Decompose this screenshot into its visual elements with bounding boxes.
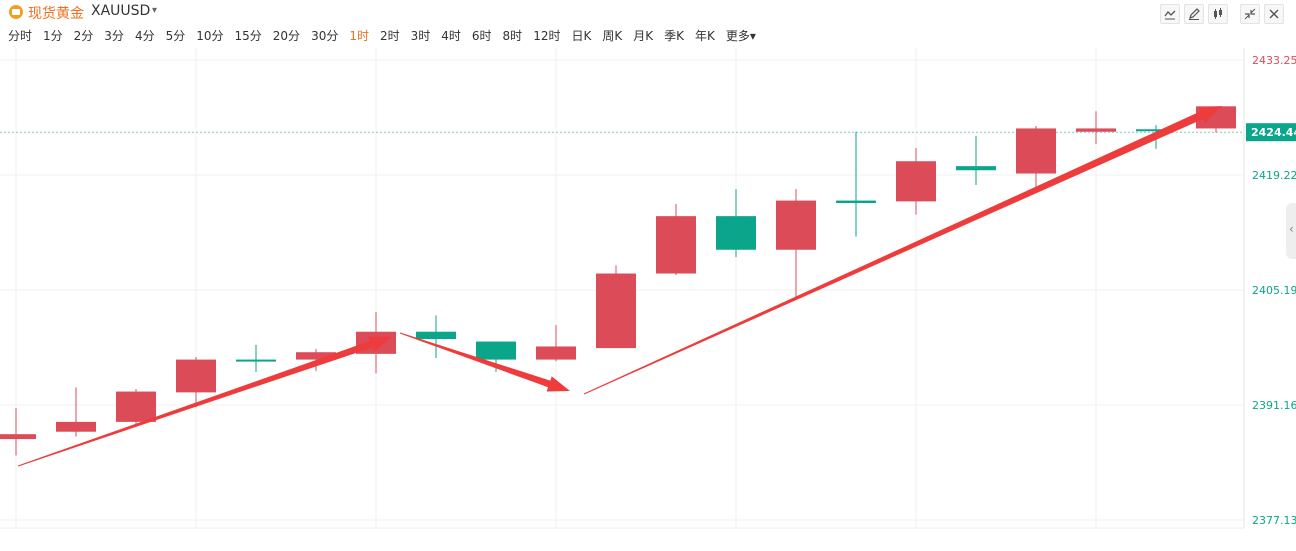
candle-body <box>1076 128 1116 132</box>
period-tab[interactable]: 2时 <box>379 29 400 43</box>
candle-body <box>416 331 456 340</box>
candle-body <box>236 359 276 362</box>
period-tab[interactable]: 5分 <box>165 29 186 43</box>
period-tab[interactable]: 分时 <box>8 29 33 43</box>
arrow-shape <box>17 336 392 467</box>
price-tick-label: 2391.16 <box>1252 399 1296 412</box>
period-tab[interactable]: 1分 <box>43 29 63 43</box>
trend-arrow <box>583 106 1222 395</box>
gold-icon <box>9 5 23 19</box>
last-price-badge <box>1246 123 1296 142</box>
trend-arrow <box>17 336 392 467</box>
symbol-dropdown-icon[interactable]: ▾ <box>152 5 158 16</box>
candle-body <box>476 341 516 360</box>
arrow-shape <box>583 106 1222 395</box>
candle-body <box>0 434 36 440</box>
symbol-name[interactable]: 现货黄金 <box>28 6 84 22</box>
price-tick-label: 2405.19 <box>1252 284 1296 297</box>
candle-settings-icon[interactable] <box>1208 4 1228 24</box>
price-tick-label: 2377.13 <box>1252 514 1296 527</box>
candle-body <box>656 216 696 274</box>
candle-body <box>956 166 996 171</box>
period-tab[interactable]: 月K <box>633 29 654 43</box>
period-tab[interactable]: 20分 <box>272 29 301 43</box>
last-price-label: 2424.44 <box>1251 126 1296 139</box>
period-tab[interactable]: 4分 <box>134 29 155 43</box>
candle-body <box>776 200 816 250</box>
chart-grid <box>0 48 1245 529</box>
candle-body <box>176 359 216 393</box>
candle-body <box>536 346 576 360</box>
candle-series <box>0 106 1236 456</box>
period-tab[interactable]: 日K <box>571 29 592 43</box>
period-selector: 分时 1分 2分 3分 4分 5分 10分 15分 20分 30分 1时 2时 3时 4时 6时 8时 12时日… <box>8 26 767 46</box>
period-tab[interactable]: 30分 <box>311 29 339 43</box>
period-tab[interactable]: 周K <box>602 29 623 43</box>
candle-body <box>596 273 636 349</box>
candle-body <box>56 421 96 432</box>
candle-body <box>836 200 876 204</box>
header-bar: 现货黄金 XAUUSD ▾ <box>0 0 1296 26</box>
toolbar <box>1160 4 1284 24</box>
symbol-code[interactable]: XAUUSD <box>91 3 151 19</box>
period-tab[interactable]: 12时 <box>533 29 561 43</box>
price-tick-label: 2419.22 <box>1252 169 1296 182</box>
candle-body <box>296 352 336 360</box>
period-tab[interactable]: 6时 <box>471 29 492 43</box>
draw-icon[interactable] <box>1184 4 1204 24</box>
period-tab[interactable]: 3时 <box>410 29 431 43</box>
period-tab[interactable]: 年K <box>694 29 715 43</box>
period-tab[interactable]: 3分 <box>104 29 124 43</box>
side-panel-handle[interactable]: ‹ <box>1286 203 1296 259</box>
period-tab[interactable]: 10分 <box>196 29 224 43</box>
line-tool-icon[interactable] <box>1160 4 1180 24</box>
period-tab[interactable]: 季K <box>664 29 684 43</box>
candle-body <box>896 161 936 202</box>
period-tab[interactable]: 更多▾ <box>725 29 756 43</box>
period-tab[interactable]: 8时 <box>502 29 523 43</box>
price-tick-label: 2433.25 <box>1252 54 1296 67</box>
arrow-shape <box>399 332 570 392</box>
period-tab[interactable]: 2分 <box>73 29 94 43</box>
trend-arrows <box>17 106 1222 467</box>
close-icon[interactable] <box>1264 4 1284 24</box>
period-tab[interactable]: 4时 <box>441 29 461 43</box>
price-axis: 2433.25 2419.22 2405.19 2391.16 2377.13 2424.… <box>1246 54 1296 527</box>
period-tab[interactable]: 1时 <box>349 29 369 43</box>
candle-body <box>1136 129 1176 132</box>
candle-body <box>716 216 756 250</box>
chevron-left-icon: ‹ <box>1289 222 1294 236</box>
trend-arrow <box>399 332 570 392</box>
candle-body <box>1016 128 1056 174</box>
period-tab[interactable]: 15分 <box>234 29 262 43</box>
collapse-icon[interactable] <box>1240 4 1260 24</box>
candle-body <box>116 391 156 422</box>
